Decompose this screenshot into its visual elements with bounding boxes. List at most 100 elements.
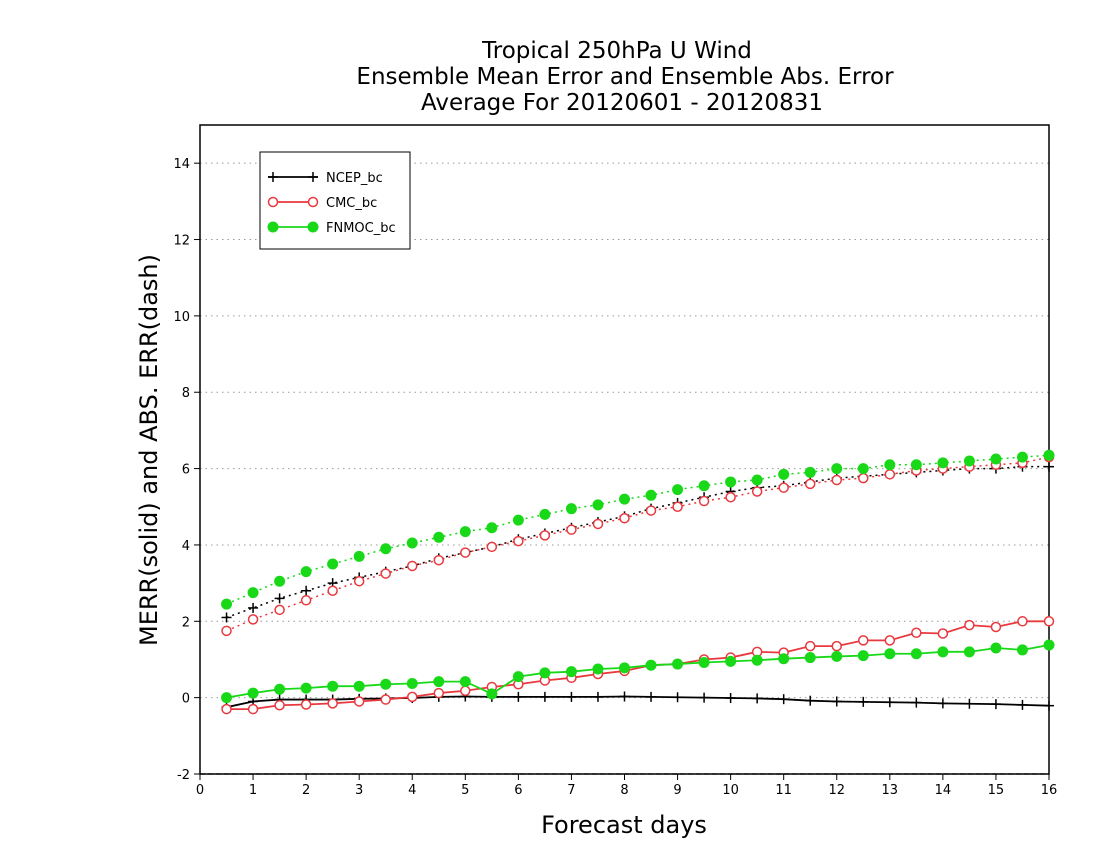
abs-error-point (858, 472, 869, 484)
series-layer (221, 449, 1055, 715)
abs-error-point (486, 522, 498, 534)
y-tick-label: -2 (177, 768, 190, 783)
mean-error-point (937, 646, 949, 658)
mean-error-point (698, 657, 710, 669)
mean-error-point (990, 642, 1002, 654)
x-tick-label: 4 (408, 783, 416, 798)
mean-error-point (990, 699, 1001, 710)
mean-error-point (300, 682, 312, 694)
mean-error-point (1017, 616, 1028, 627)
mean-error-point (804, 640, 816, 652)
x-axis-label: Forecast days (541, 811, 707, 839)
mean-error-point (327, 698, 338, 709)
mean-error-point (645, 659, 657, 671)
legend-marker-left (268, 172, 278, 182)
legend-marker-right (307, 196, 319, 208)
mean-error-point (725, 655, 737, 667)
mean-error-point (672, 692, 683, 703)
x-axis-ticks: 0 1 2 3 4 5 6 7 8 9 10 11 12 13 14 15 16 (196, 774, 1057, 798)
mean-error-point (433, 687, 445, 699)
mean-error-point (831, 650, 843, 662)
mean-error-point (1016, 644, 1028, 656)
mean-error-point (910, 648, 922, 660)
mean-error-point (857, 650, 869, 662)
mean-error-point (592, 663, 604, 675)
mean-error-line (226, 644, 1050, 699)
abs-error-point (1044, 461, 1054, 472)
abs-error-point (565, 503, 577, 515)
abs-error-point (592, 518, 604, 530)
legend-marker-right (308, 172, 318, 182)
abs-error-point (407, 560, 418, 572)
mean-error-point (646, 691, 657, 702)
mean-error-point (274, 683, 286, 695)
abs-error-point (857, 463, 869, 475)
mean-error-point (911, 627, 922, 638)
abs-error-point (804, 466, 816, 478)
abs-error-point (619, 512, 630, 524)
x-tick-label: 9 (673, 783, 681, 798)
abs-error-point (274, 593, 285, 604)
mean-error-point (539, 667, 551, 679)
mean-error-point (672, 658, 684, 670)
mean-error-point (513, 691, 524, 702)
abs-error-point (1043, 449, 1055, 461)
abs-error-point (274, 604, 285, 616)
x-tick-label: 12 (828, 783, 845, 798)
mean-error-point (884, 697, 895, 708)
abs-error-line (226, 465, 1049, 619)
abs-error-point (539, 508, 551, 520)
abs-error-point (725, 491, 736, 503)
abs-error-point (406, 537, 418, 549)
legend-marker-right (307, 221, 319, 233)
mean-error-point (619, 662, 630, 674)
abs-error-point (778, 482, 789, 493)
mean-error-point (778, 694, 789, 705)
mean-error-point (460, 685, 471, 697)
x-tick-label: 1 (249, 783, 257, 798)
abs-error-point (248, 602, 259, 613)
mean-error-point (565, 666, 577, 678)
y-tick-label: 6 (182, 463, 190, 478)
y-tick-label: 12 (173, 234, 190, 249)
x-tick-label: 11 (775, 783, 792, 798)
abs-error-point (247, 587, 259, 599)
mean-error-point (380, 694, 391, 705)
abs-error-point (884, 469, 896, 480)
mean-error-point (964, 698, 975, 709)
mean-error-point (1017, 699, 1028, 710)
abs-error-point (353, 550, 365, 562)
legend-box (259, 151, 411, 250)
mean-error-point (327, 680, 339, 692)
abs-error-point (300, 595, 312, 606)
mean-error-point (353, 696, 365, 707)
x-tick-label: 16 (1041, 783, 1058, 798)
abs-error-point (592, 499, 604, 511)
abs-error-point (698, 495, 710, 507)
abs-error-point (433, 554, 445, 566)
abs-error-point (751, 486, 763, 497)
mean-error-point (831, 696, 842, 707)
abs-error-point (910, 459, 922, 471)
legend-marker-left (267, 221, 279, 233)
abs-error-point (963, 455, 975, 467)
abs-error-point (327, 558, 339, 570)
legend-entry-CMC_bc: CMC_bc (267, 196, 377, 211)
grid-layer (200, 162, 1049, 775)
mean-error-point (911, 697, 922, 708)
mean-error-point (353, 680, 365, 692)
abs-error-point (645, 489, 657, 501)
x-tick-label: 8 (620, 783, 628, 798)
mean-error-point (247, 703, 259, 715)
abs-error-point (751, 474, 763, 486)
x-tick-label: 0 (196, 783, 204, 798)
y-tick-label: 8 (182, 386, 190, 401)
mean-error-point (221, 703, 232, 715)
x-tick-label: 3 (355, 783, 363, 798)
abs-error-point (513, 535, 524, 547)
abs-error-point (566, 524, 577, 535)
mean-error-point (247, 687, 259, 699)
series-CMC_bc (221, 451, 1055, 637)
abs-error-point (831, 463, 843, 475)
series-NCEP_bc (221, 461, 1054, 623)
